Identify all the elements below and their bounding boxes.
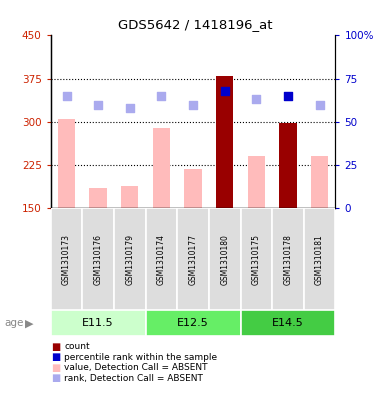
- Text: ■: ■: [51, 363, 60, 373]
- Bar: [89, 188, 107, 208]
- Text: GDS5642 / 1418196_at: GDS5642 / 1418196_at: [118, 18, 272, 31]
- Bar: [311, 156, 328, 208]
- Bar: [304, 208, 335, 310]
- Point: [316, 101, 323, 108]
- Text: age: age: [4, 318, 23, 328]
- Text: E12.5: E12.5: [177, 318, 209, 328]
- Bar: [248, 156, 265, 208]
- Text: ▶: ▶: [25, 318, 34, 328]
- Point: [64, 93, 70, 99]
- Text: value, Detection Call = ABSENT: value, Detection Call = ABSENT: [64, 364, 208, 372]
- Text: E11.5: E11.5: [82, 318, 114, 328]
- Text: GSM1310181: GSM1310181: [315, 234, 324, 285]
- Bar: [58, 119, 75, 208]
- Text: GSM1310178: GSM1310178: [284, 234, 292, 285]
- Bar: [272, 208, 304, 310]
- Text: GSM1310173: GSM1310173: [62, 234, 71, 285]
- Bar: [82, 208, 114, 310]
- Point: [95, 101, 101, 108]
- Point: [253, 96, 259, 103]
- Bar: [114, 208, 145, 310]
- Text: GSM1310176: GSM1310176: [94, 234, 103, 285]
- Bar: [216, 76, 233, 208]
- Bar: [145, 208, 177, 310]
- Text: E14.5: E14.5: [272, 318, 304, 328]
- Point: [222, 88, 228, 94]
- Text: rank, Detection Call = ABSENT: rank, Detection Call = ABSENT: [64, 374, 203, 383]
- Bar: [279, 123, 297, 208]
- Bar: [209, 208, 241, 310]
- Text: GSM1310180: GSM1310180: [220, 234, 229, 285]
- Bar: [184, 169, 202, 208]
- Text: ■: ■: [51, 342, 60, 352]
- Text: percentile rank within the sample: percentile rank within the sample: [64, 353, 218, 362]
- Bar: [177, 208, 209, 310]
- Point: [127, 105, 133, 111]
- Text: ■: ■: [51, 373, 60, 384]
- Bar: [153, 128, 170, 208]
- Text: count: count: [64, 342, 90, 351]
- Text: GSM1310175: GSM1310175: [252, 234, 261, 285]
- Text: GSM1310177: GSM1310177: [188, 234, 198, 285]
- Bar: [241, 310, 335, 336]
- Text: GSM1310179: GSM1310179: [125, 234, 134, 285]
- Text: GSM1310174: GSM1310174: [157, 234, 166, 285]
- Bar: [145, 310, 241, 336]
- Bar: [51, 310, 145, 336]
- Bar: [241, 208, 272, 310]
- Bar: [51, 208, 82, 310]
- Point: [285, 93, 291, 99]
- Point: [190, 101, 196, 108]
- Text: ■: ■: [51, 352, 60, 362]
- Bar: [121, 186, 138, 208]
- Point: [158, 93, 165, 99]
